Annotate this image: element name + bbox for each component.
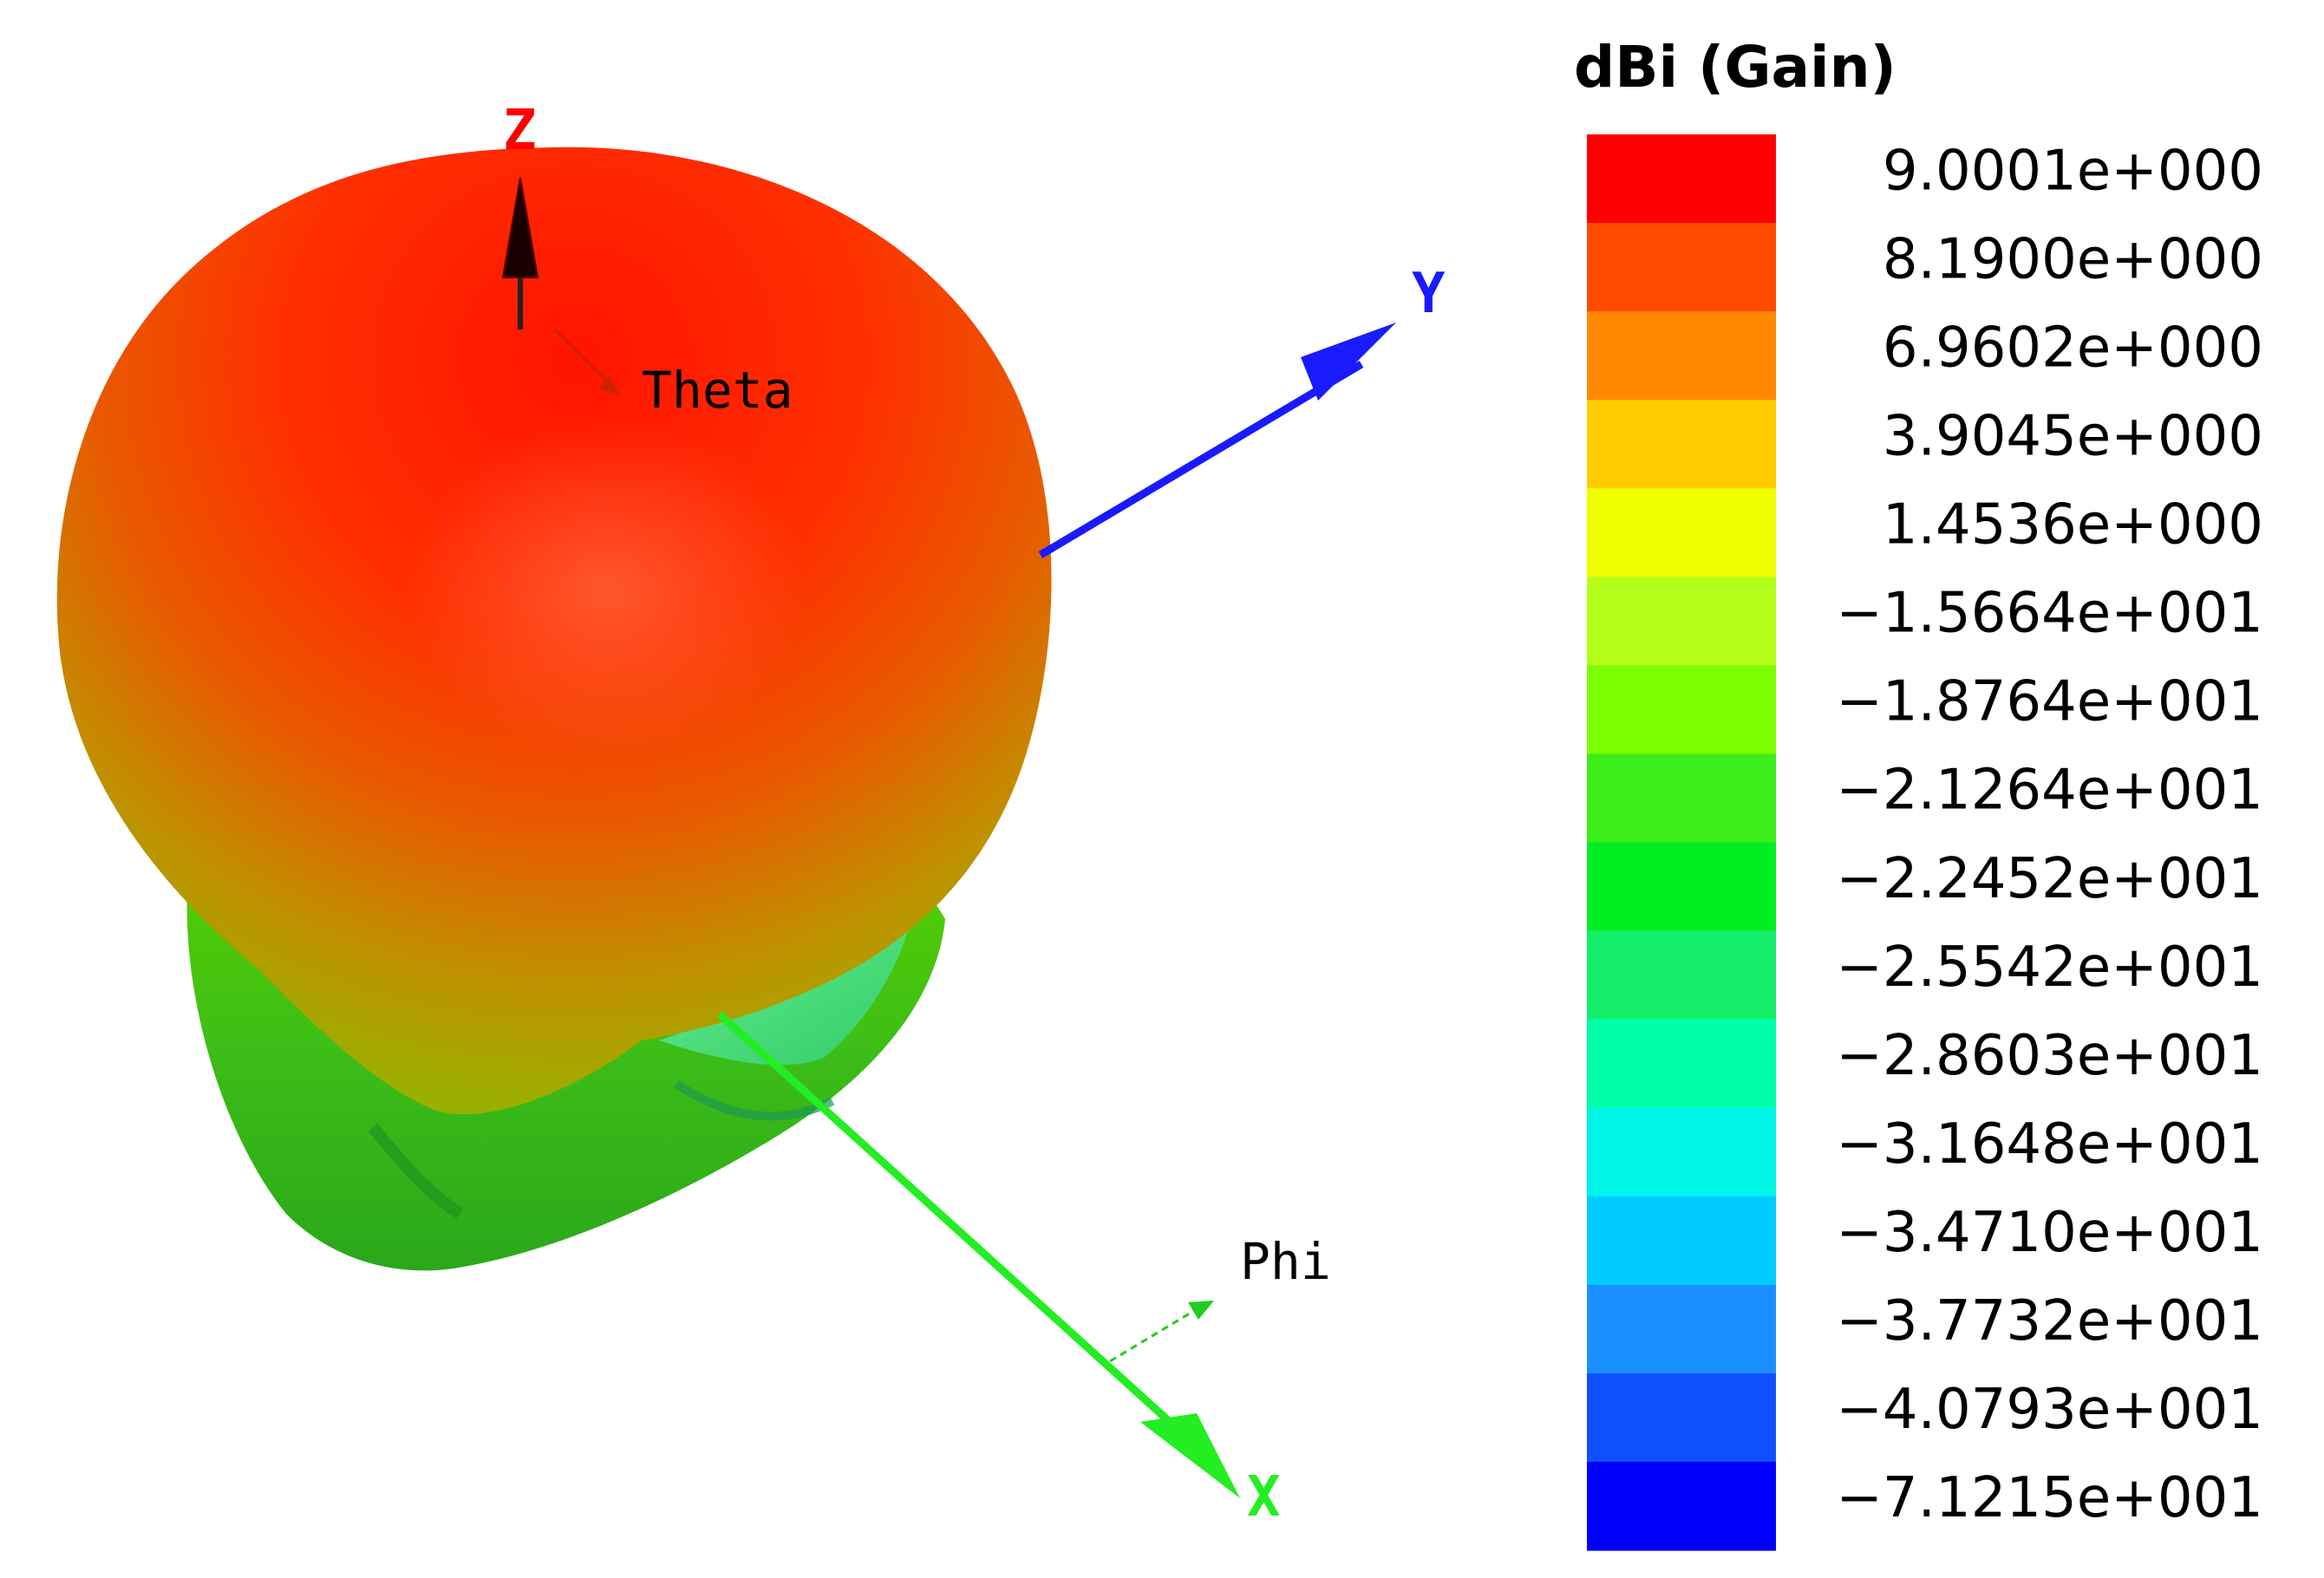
legend-value-label: −2.2452e+001 [1836, 847, 2263, 911]
legend-value-label: 1.4536e+000 [1883, 493, 2263, 558]
legend-swatch [1587, 1019, 1776, 1109]
y-axis: Y [1038, 262, 1446, 558]
z-axis-label: Z [503, 99, 537, 163]
x-axis: X [716, 1011, 1281, 1529]
legend-swatch [1587, 1107, 1776, 1197]
y-axis-label: Y [1412, 262, 1446, 326]
legend-value-label: −3.1648e+001 [1836, 1112, 2263, 1177]
legend-swatches [1587, 134, 1776, 1551]
phi-label: Phi [1240, 1232, 1331, 1291]
legend-swatch [1587, 753, 1776, 844]
legend-swatch [1587, 400, 1776, 489]
color-legend: dBi (Gain) 9.0001e+000 8.1900e+000 6.9602e… [1574, 34, 2263, 1551]
legend-swatch [1587, 1196, 1776, 1286]
legend-value-label: 3.9045e+000 [1883, 405, 2263, 469]
phi-indicator: Phi [1109, 1232, 1331, 1363]
legend-swatch [1587, 1461, 1776, 1551]
legend-swatch [1587, 930, 1776, 1020]
legend-value-label: −7.1215e+001 [1836, 1466, 2263, 1530]
legend-value-label: −2.1264e+001 [1836, 759, 2263, 823]
legend-swatch [1587, 577, 1776, 666]
legend-value-label: −2.8603e+001 [1836, 1024, 2263, 1088]
legend-value-label: 6.9602e+000 [1883, 316, 2263, 380]
legend-swatch [1587, 1373, 1776, 1463]
legend-swatch [1587, 223, 1776, 312]
legend-labels: 9.0001e+000 8.1900e+000 6.9602e+000 3.9045e… [1836, 139, 2263, 1530]
legend-title: dBi (Gain) [1574, 34, 1896, 101]
legend-value-label: −1.8764e+001 [1836, 670, 2263, 734]
legend-value-label: −4.0793e+001 [1836, 1378, 2263, 1442]
legend-value-label: 9.0001e+000 [1883, 139, 2263, 203]
legend-swatch [1587, 665, 1776, 755]
legend-swatch [1587, 842, 1776, 932]
legend-value-label: −1.5664e+001 [1836, 582, 2263, 646]
legend-swatch [1587, 488, 1776, 577]
z-axis: Z [501, 99, 539, 329]
x-axis-label: X [1247, 1465, 1281, 1529]
legend-swatch [1587, 134, 1776, 224]
legend-value-label: −3.7732e+001 [1836, 1289, 2263, 1353]
theta-indicator: Theta [553, 328, 793, 420]
legend-swatch [1587, 1284, 1776, 1374]
legend-swatch [1587, 311, 1776, 401]
legend-value-label: 8.1900e+000 [1883, 227, 2263, 291]
main-lobe [56, 147, 1052, 1115]
theta-label: Theta [642, 361, 793, 420]
legend-value-label: −2.5542e+001 [1836, 936, 2263, 1000]
legend-value-label: −3.4710e+001 [1836, 1201, 2263, 1265]
